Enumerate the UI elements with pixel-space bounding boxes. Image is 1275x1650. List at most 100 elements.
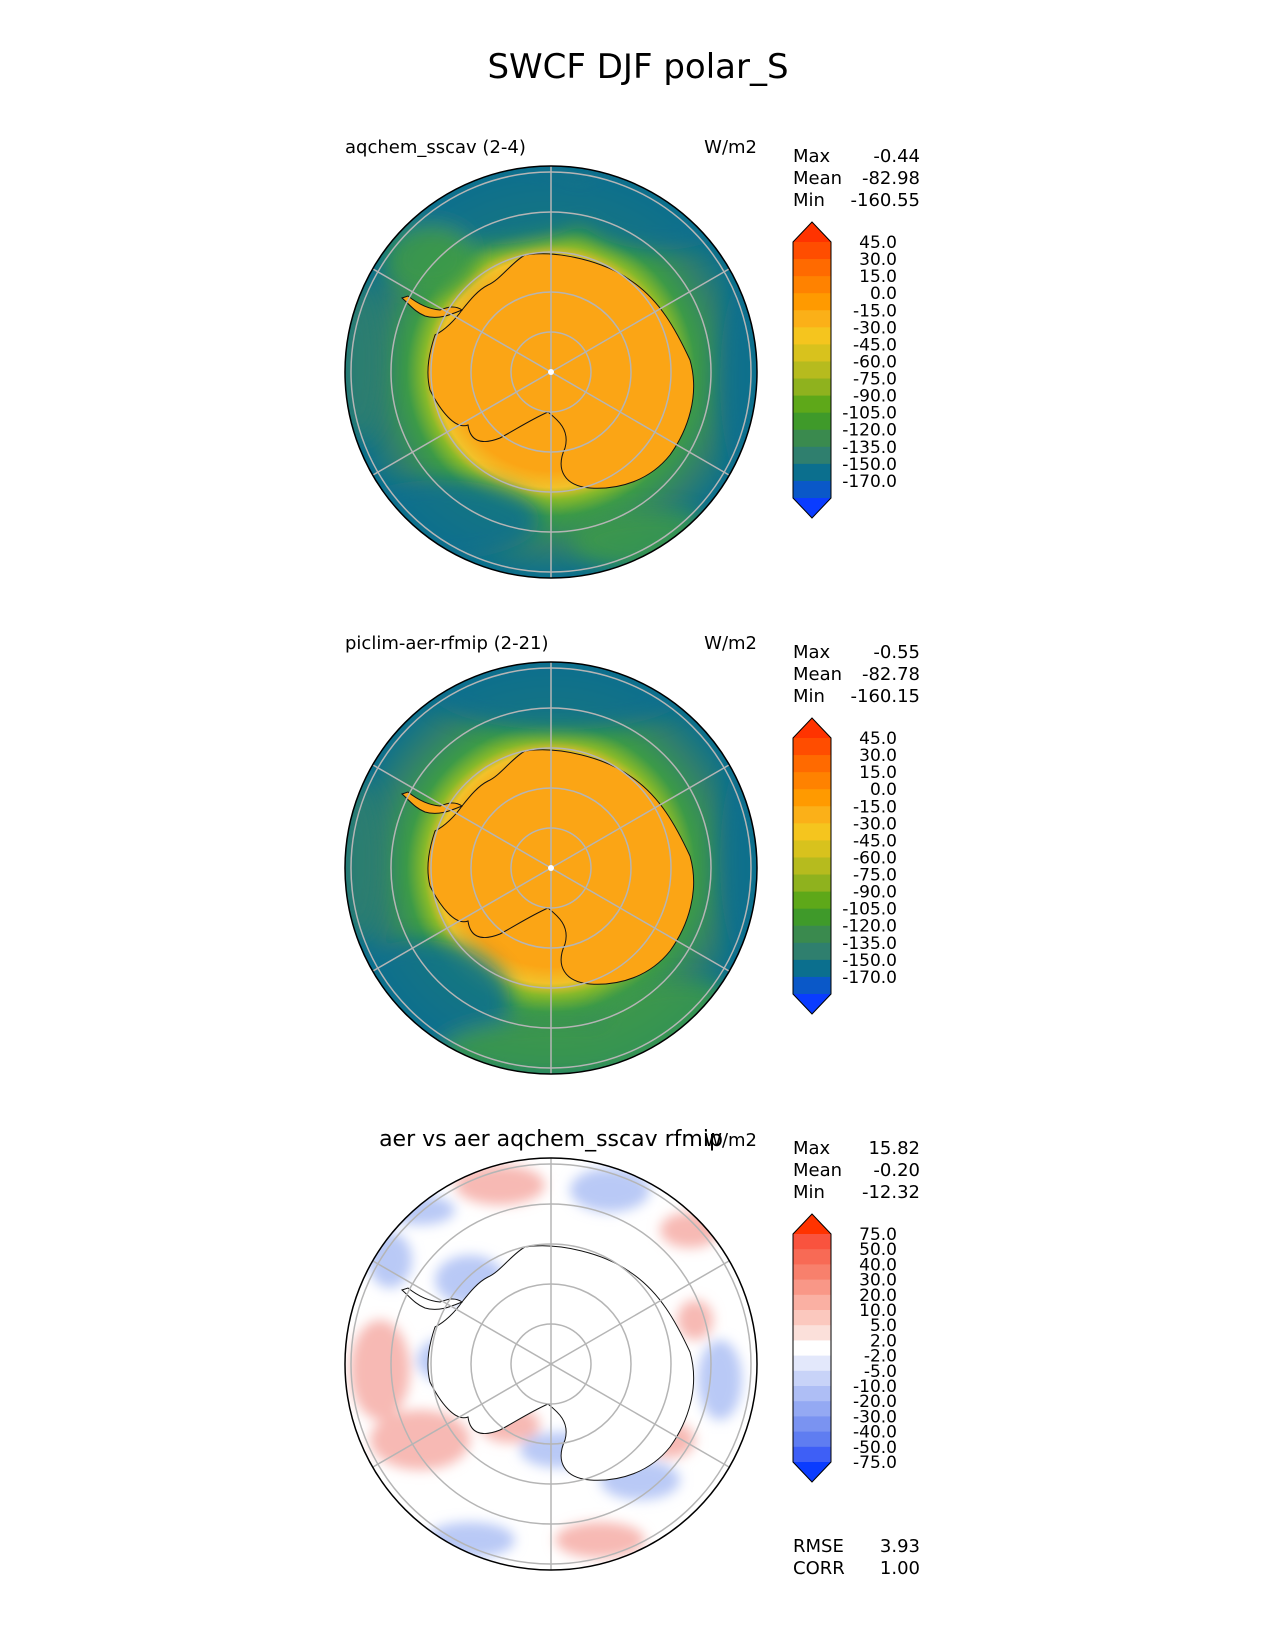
panel-3-colorbar-tick-label: -2.0 [864, 1347, 897, 1367]
panel-3-colorbar-extend-bottom [793, 1462, 831, 1482]
panel-2-colorbar-tick-label: -75.0 [853, 866, 897, 886]
panel-3-colorbar-tick-label: 40.0 [859, 1255, 897, 1275]
panel-3-colorbar-swatch [793, 1264, 831, 1281]
panel-1-colorbar-tick-label: -15.0 [853, 301, 897, 321]
panel-2-stat-min-label: Min [793, 686, 825, 707]
panel-3-colorbar-tick-label: 30.0 [859, 1271, 897, 1291]
panel-2-colorbar-tick-label: 0.0 [870, 780, 897, 800]
panel-3-colorbar-tick-label: -20.0 [853, 1392, 897, 1412]
panel-2-colorbar-tick-label: -135.0 [842, 934, 897, 954]
panel-1-colorbar-tick-label: -120.0 [842, 421, 897, 441]
panel-1-colorbar-swatch [793, 327, 831, 345]
panel-1-stat-max-label: Max [793, 146, 831, 167]
panel-1-left-title: aqchem_sscav (2-4) [345, 137, 526, 158]
panel-1-colorbar-tick-label: -30.0 [853, 318, 897, 338]
panel-3-colorbar-swatch [793, 1340, 831, 1357]
panel-1-stat-mean: -82.98 [862, 168, 920, 189]
panel-2-colorbar-outline [792, 717, 832, 1015]
panel-1-colorbar-swatch [793, 361, 831, 380]
panel-3-stat-min-label: Min [793, 1182, 825, 1203]
panel-3: aer vs aer aqchem_sscav rfmip W/m2 [344, 1127, 920, 1579]
panel-1-colorbar-tick-label: 30.0 [859, 250, 897, 270]
panel-1-colorbar-swatch [793, 480, 831, 499]
panel-2-colorbar: 45.030.015.00.0-15.0-30.0-45.0-60.0-75.0… [792, 717, 897, 1015]
panel-1-colorbar-swatch [793, 242, 831, 260]
panel-3-colorbar-tick-label: 2.0 [870, 1331, 897, 1351]
panel-3-colorbar-tick-label: -10.0 [853, 1377, 897, 1397]
panel-1-colorbar-tick-label: -45.0 [853, 335, 897, 355]
panel-2-left-title: piclim-aer-rfmip (2-21) [345, 633, 549, 654]
panel-1-colorbar-tick-label: 45.0 [859, 233, 897, 253]
panel-1-colorbar-swatch [793, 412, 831, 431]
panel-2-colorbar-tick-label: -15.0 [853, 797, 897, 817]
panel-3-colorbar-tick-label: -75.0 [853, 1453, 897, 1473]
panel-1-colorbar-outline [792, 221, 832, 519]
panel-2-colorbar-extend-top [793, 718, 831, 738]
panel-2-colorbar-tick-label: -30.0 [853, 814, 897, 834]
panel-3-corr-value: 1.00 [880, 1558, 920, 1579]
panel-3-map [345, 1158, 757, 1570]
panel-1-colorbar-swatch [793, 463, 831, 482]
panel-2-stat-max-label: Max [793, 642, 831, 663]
panel-1-map [345, 166, 757, 578]
panel-3-colorbar-tick-label: 20.0 [859, 1286, 897, 1306]
panel-1-map-border [344, 165, 758, 579]
panel-3-colorbar-swatch [793, 1355, 831, 1372]
panel-1-colorbar-swatch [793, 310, 831, 328]
panel-1-colorbar-tick-label: -170.0 [842, 472, 897, 492]
panel-3-colorbar-tick-label: -5.0 [864, 1362, 897, 1382]
panel-2-colorbar-swatch [793, 959, 831, 978]
panel-3-colorbar-swatch [793, 1310, 831, 1326]
panel-1-colorbar-tick-label: -60.0 [853, 352, 897, 372]
panel-3-rmse-value: 3.93 [880, 1536, 920, 1557]
panel-1-colorbar-swatch [793, 344, 831, 363]
panel-2-colorbar-tick-label: 15.0 [859, 763, 897, 783]
panel-3-map-border [344, 1157, 758, 1571]
panel-1-colorbar-extend-bottom [793, 498, 831, 518]
panel-1-colorbar-tick-label: 15.0 [859, 267, 897, 287]
panel-3-rmse-label: RMSE [793, 1536, 844, 1557]
panel-1-colorbar-extend-top [793, 222, 831, 242]
panel-2-colorbar-swatch [793, 806, 831, 824]
panel-2-colorbar-tick-label: 30.0 [859, 746, 897, 766]
panel-1-colorbar-swatch [793, 378, 831, 397]
panel-3-colorbar-tick-label: 50.0 [859, 1240, 897, 1260]
panel-2-colorbar-tick-label: -45.0 [853, 831, 897, 851]
panel-1-colorbar-tick-label: -150.0 [842, 455, 897, 475]
panel-2-colorbar-swatch [793, 891, 831, 910]
panel-3-colorbar-swatch [793, 1386, 831, 1402]
panel-1-colorbar-swatch [793, 276, 831, 294]
panel-1-colorbar-swatch [793, 446, 831, 465]
panel-1-stat-min: -160.55 [851, 190, 920, 211]
panel-1-colorbar-swatch [793, 429, 831, 448]
panel-3-colorbar-swatch [793, 1431, 831, 1448]
panel-3-stat-mean: -0.20 [873, 1160, 920, 1181]
panel-3-colorbar-swatch [793, 1249, 831, 1265]
panel-3-units: W/m2 [704, 1130, 757, 1151]
panel-2-colorbar-tick-label: -90.0 [853, 883, 897, 903]
panel-2-stat-mean-label: Mean [793, 664, 842, 685]
panel-3-colorbar-tick-label: -40.0 [853, 1423, 897, 1443]
panel-2-colorbar-swatch [793, 755, 831, 773]
panel-3-colorbar-tick-label: 5.0 [870, 1316, 897, 1336]
panel-1-stat-max: -0.44 [873, 146, 920, 167]
panel-3-colorbar-swatch [793, 1325, 831, 1341]
panel-3-stat-max: 15.82 [868, 1138, 920, 1159]
panel-3-colorbar-swatch [793, 1279, 831, 1296]
panel-3-colorbar-tick-label: -50.0 [853, 1438, 897, 1458]
panel-3-stat-max-label: Max [793, 1138, 831, 1159]
panel-1-colorbar-tick-label: -75.0 [853, 370, 897, 390]
panel-2-colorbar-swatch [793, 874, 831, 893]
panel-2: piclim-aer-rfmip (2-21) W/m2 [344, 633, 920, 1075]
panel-2-colorbar-swatch [793, 823, 831, 841]
panel-3-graticule [350, 1158, 752, 1570]
panel-3-corr-label: CORR [793, 1558, 845, 1579]
panel-1-colorbar-tick-label: -135.0 [842, 438, 897, 458]
panel-3-colorbar: 75.050.040.030.020.010.05.02.0-2.0-5.0-1… [792, 1213, 897, 1483]
panel-2-colorbar-swatch [793, 857, 831, 876]
panel-1-units: W/m2 [704, 137, 757, 158]
panel-2-units: W/m2 [704, 633, 757, 654]
panel-2-colorbar-swatch [793, 942, 831, 961]
panel-2-colorbar-tick-label: -150.0 [842, 951, 897, 971]
